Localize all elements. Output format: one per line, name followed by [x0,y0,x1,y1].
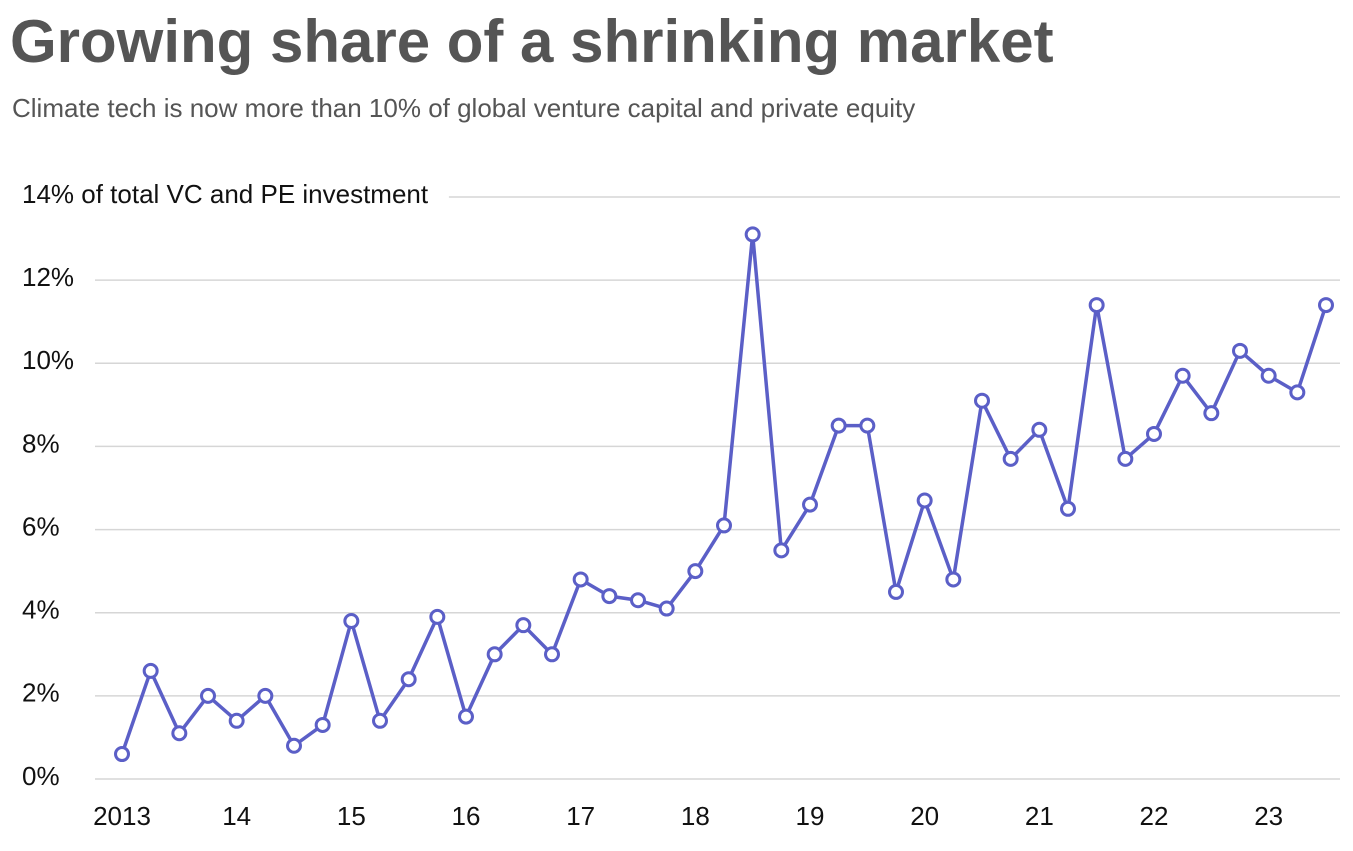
point [400,671,417,688]
point [687,563,704,580]
point [114,746,130,763]
point [1088,297,1105,314]
point [142,662,159,679]
x-tick-label: 19 [796,801,825,831]
point [1203,405,1220,422]
point [630,592,646,609]
point [1289,384,1306,401]
x-tick-label: 16 [452,801,481,831]
point [859,417,876,434]
y-tick-label: 2% [22,678,60,708]
point [544,646,560,663]
point [830,417,847,434]
point [257,687,274,704]
y-tick-label: 14% of total VC and PE investment [22,179,429,209]
line [120,232,1328,755]
point [343,613,360,630]
point [1174,367,1191,384]
point [372,712,388,729]
point [1318,297,1334,314]
y-tick-label: 0% [22,761,60,791]
y-tick-label: 6% [22,511,60,541]
chart-subtitle: Climate tech is now more than 10% of glo… [12,93,915,123]
point [1060,500,1076,517]
x-tick-label: 17 [566,801,595,831]
point [1031,421,1048,438]
point [601,588,618,605]
point [658,600,675,617]
point [716,517,732,534]
point [773,542,790,559]
point [572,571,589,588]
y-tick-label: 4% [22,595,60,625]
chart-title: Growing share of a shrinking market [10,8,1054,75]
point [458,708,474,725]
x-tick-label: 20 [910,801,939,831]
x-tick-label: 18 [681,801,710,831]
point [314,716,331,733]
x-tick-label: 23 [1254,801,1283,831]
point [1117,450,1134,467]
point [486,646,503,663]
y-tick-label: 10% [22,345,74,375]
x-tick-label: 14 [222,801,251,831]
x-tick-label: 2013 [93,801,151,831]
point [802,496,818,513]
point [744,226,761,243]
point [916,492,933,509]
point [1146,425,1162,442]
point [228,712,245,729]
y-tick-label: 12% [22,262,74,292]
point [888,583,904,600]
point [200,687,216,704]
point [171,725,188,742]
point [945,571,962,588]
x-tick-label: 21 [1025,801,1054,831]
point [1232,342,1248,359]
point [515,617,532,634]
x-tick-label: 15 [337,801,366,831]
y-tick-label: 8% [22,428,60,458]
point [429,608,446,625]
point [974,392,990,409]
point [1260,367,1277,384]
x-tick-label: 22 [1140,801,1169,831]
point [1002,450,1019,467]
point [286,737,302,754]
